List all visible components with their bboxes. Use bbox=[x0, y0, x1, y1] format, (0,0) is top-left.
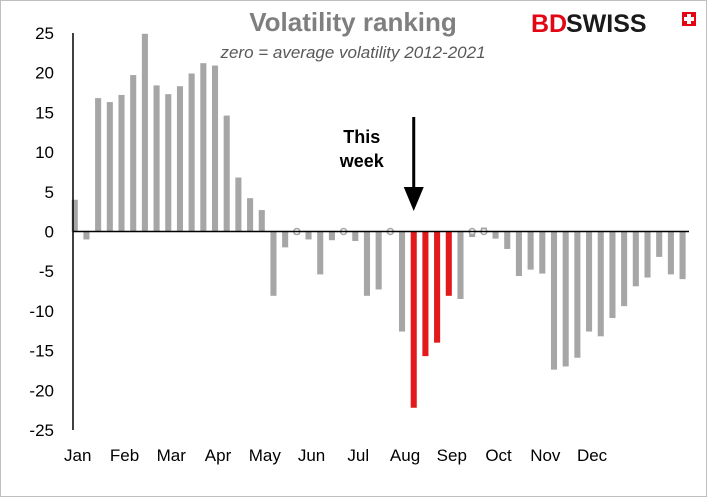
y-tick-label: -5 bbox=[39, 262, 54, 281]
y-tick-label: 5 bbox=[45, 183, 54, 202]
bar bbox=[352, 231, 359, 242]
bar bbox=[317, 231, 324, 275]
y-tick-label: -20 bbox=[29, 381, 54, 400]
bar bbox=[282, 231, 289, 248]
bar bbox=[504, 231, 511, 249]
bar bbox=[118, 94, 125, 232]
chart-subtitle: zero = average volatility 2012-2021 bbox=[219, 43, 485, 62]
bar bbox=[130, 75, 137, 232]
bars bbox=[71, 33, 686, 408]
annotation-line-2: week bbox=[339, 151, 385, 171]
this-week-annotation: This week bbox=[339, 117, 424, 211]
bar bbox=[305, 231, 312, 240]
brand-logo: BD SWISS bbox=[531, 10, 696, 38]
arrow-head bbox=[403, 187, 424, 211]
y-tick-label: 10 bbox=[35, 143, 54, 162]
y-tick-label: 0 bbox=[45, 223, 54, 242]
x-tick-label: Nov bbox=[530, 446, 561, 465]
bar bbox=[609, 231, 616, 319]
bar bbox=[644, 231, 651, 278]
x-tick-label: Oct bbox=[485, 446, 512, 465]
annotation-line-1: This bbox=[343, 127, 380, 147]
bar bbox=[679, 231, 686, 280]
logo-cross-icon bbox=[682, 12, 696, 26]
bar bbox=[574, 231, 581, 358]
x-tick-label: Apr bbox=[205, 446, 232, 465]
bar bbox=[656, 231, 663, 257]
bar-highlight bbox=[410, 231, 417, 408]
bar bbox=[141, 33, 148, 232]
bar bbox=[235, 177, 242, 232]
bar bbox=[71, 199, 78, 232]
bar bbox=[399, 231, 406, 332]
bar bbox=[176, 86, 183, 232]
y-tick-label: 15 bbox=[35, 103, 54, 122]
bar bbox=[586, 231, 593, 332]
bar bbox=[550, 231, 558, 370]
bar bbox=[165, 94, 172, 232]
x-tick-label: Sep bbox=[437, 446, 467, 465]
bar bbox=[258, 210, 265, 232]
x-tick-label: Jun bbox=[298, 446, 325, 465]
logo-text-swiss: SWISS bbox=[566, 10, 647, 38]
x-tick-label: Jan bbox=[64, 446, 91, 465]
bar bbox=[188, 73, 195, 232]
bar bbox=[106, 102, 113, 232]
x-tick-label: May bbox=[249, 446, 282, 465]
bar bbox=[492, 231, 499, 239]
bar bbox=[597, 231, 604, 337]
bar bbox=[363, 231, 371, 296]
x-tick-label: Jul bbox=[347, 446, 369, 465]
bar-highlight bbox=[445, 231, 452, 296]
bar bbox=[539, 231, 546, 274]
logo-text-bd: BD bbox=[531, 10, 567, 38]
y-tick-label: -25 bbox=[29, 421, 54, 440]
bar bbox=[223, 115, 230, 232]
x-tick-label: Dec bbox=[577, 446, 608, 465]
y-axis-tick-labels: 25 20 15 10 5 0 -5 -10 -15 -20 -25 bbox=[29, 24, 54, 440]
bar bbox=[562, 231, 569, 367]
bar bbox=[95, 98, 102, 232]
bar-highlight bbox=[434, 231, 441, 343]
bar bbox=[247, 198, 254, 232]
bar bbox=[83, 231, 90, 240]
bar bbox=[200, 63, 207, 232]
x-tick-label: Feb bbox=[110, 446, 139, 465]
x-axis-tick-labels: Jan Feb Mar Apr May Jun Jul Aug Sep Oct Nov Dec bbox=[64, 446, 608, 465]
x-tick-label: Mar bbox=[157, 446, 187, 465]
bar bbox=[527, 231, 534, 270]
x-tick-label: Aug bbox=[390, 446, 420, 465]
bar bbox=[515, 231, 522, 276]
bar bbox=[375, 231, 382, 290]
y-tick-label: -10 bbox=[29, 302, 54, 321]
y-tick-label: 25 bbox=[35, 24, 54, 43]
y-tick-label: -15 bbox=[29, 342, 54, 361]
bar bbox=[632, 231, 639, 287]
bar bbox=[667, 231, 674, 275]
chart-title: Volatility ranking bbox=[249, 7, 457, 37]
bar bbox=[328, 231, 335, 241]
bar-highlight bbox=[422, 231, 429, 357]
bar bbox=[211, 65, 219, 232]
bar bbox=[153, 85, 160, 232]
bar bbox=[270, 231, 277, 296]
down-arrow-icon bbox=[403, 117, 424, 211]
bar bbox=[621, 231, 628, 307]
y-tick-label: 20 bbox=[35, 64, 54, 83]
bar bbox=[457, 231, 464, 299]
